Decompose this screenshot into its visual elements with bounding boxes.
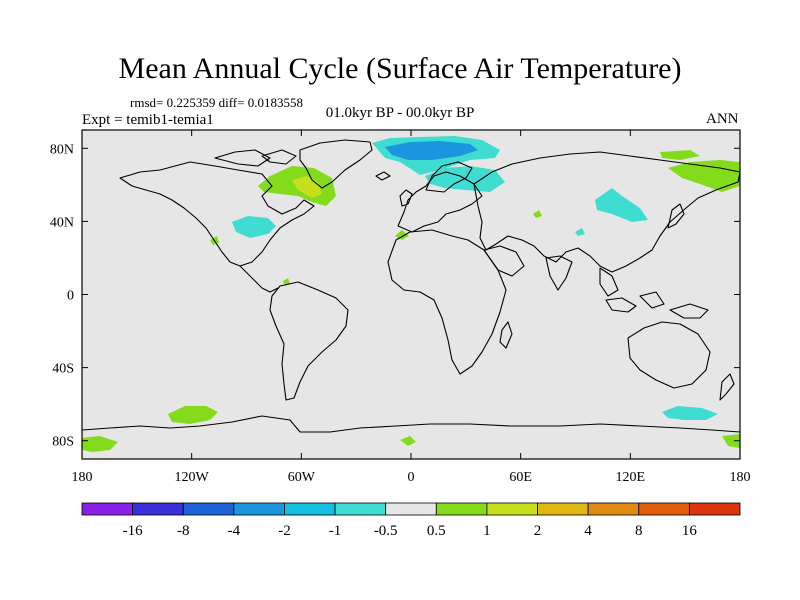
coast-greenland — [299, 139, 373, 189]
chart-title: Mean Annual Cycle (Surface Air Temperatu… — [118, 52, 682, 85]
anomaly-fills — [82, 136, 740, 452]
coast-antarctica — [81, 415, 741, 433]
y-tick-label: 0 — [67, 289, 74, 304]
coast-south-america — [269, 281, 349, 401]
colorbar-label: -2 — [278, 523, 291, 539]
stats-text: rmsd= 0.225359 diff= 0.0183558 — [130, 95, 303, 110]
coast-canadian-archipelago — [214, 149, 297, 167]
anomaly-antarctic-small — [400, 436, 416, 446]
anomaly-north-atlantic — [232, 216, 276, 238]
coast-arabia — [483, 245, 525, 277]
anomaly-greenland-sea-core — [385, 141, 478, 160]
y-axis: 80N 40N 0 40S 80S — [50, 142, 740, 450]
colorbar-swatch — [132, 502, 184, 516]
coastlines — [81, 139, 741, 433]
colorbar: -16 -8 -4 -2 -1 -0.5 0.5 1 2 4 8 16 — [81, 502, 741, 539]
x-tick-label: 60W — [288, 470, 316, 485]
x-tick-label: 0 — [408, 470, 415, 485]
colorbar-swatch — [385, 502, 437, 516]
colorbar-label: 2 — [534, 523, 542, 539]
anomaly-arctic-canada — [660, 150, 700, 160]
colorbar-swatch — [81, 502, 134, 516]
coast-africa — [387, 229, 507, 375]
colorbar-label: 1 — [483, 523, 491, 539]
x-tick-label: 60E — [509, 470, 532, 485]
coast-new-zealand — [719, 373, 735, 401]
colorbar-swatch — [638, 502, 690, 516]
colorbar-swatch — [587, 502, 640, 516]
y-tick-label: 80N — [50, 142, 74, 157]
colorbar-label: 8 — [635, 523, 643, 539]
x-tick-label: 180 — [730, 470, 751, 485]
y-tick-label: 40S — [52, 362, 74, 377]
x-tick-label: 120W — [175, 470, 210, 485]
colorbar-swatch — [537, 502, 589, 516]
colorbar-label: -1 — [329, 523, 342, 539]
map-background — [82, 130, 740, 459]
x-axis: 180 120W 60W 0 60E 120E 180 — [72, 130, 751, 485]
period-label: 01.0kyr BP - 00.0kyr BP — [325, 105, 475, 121]
coast-iceland — [375, 171, 391, 181]
anomaly-small-2 — [533, 210, 542, 218]
colorbar-label: -4 — [228, 523, 241, 539]
anomaly-south-pacific — [168, 406, 218, 424]
colorbar-swatch — [688, 502, 741, 516]
colorbar-label: -16 — [123, 523, 143, 539]
x-tick-label: 180 — [72, 470, 93, 485]
coast-india — [545, 255, 573, 291]
anomaly-antarctic-west — [82, 436, 118, 452]
season-label: ANN — [706, 111, 739, 127]
colorbar-label: 0.5 — [427, 523, 446, 539]
coast-asia — [473, 151, 741, 273]
anomaly-small-1 — [395, 230, 409, 240]
colorbar-swatch — [233, 502, 285, 516]
anomaly-southern-ocean — [662, 406, 718, 420]
y-tick-label: 40N — [50, 215, 74, 230]
colorbar-label: 4 — [584, 523, 592, 539]
colorbar-swatch — [182, 502, 235, 516]
colorbar-label: 16 — [682, 523, 698, 539]
coast-central-america — [239, 265, 279, 293]
colorbar-label: -0.5 — [374, 523, 398, 539]
colorbar-swatch — [284, 502, 336, 516]
coast-north-america — [119, 161, 315, 267]
colorbar-label: -8 — [177, 523, 190, 539]
coast-scandinavia — [425, 161, 473, 193]
colorbar-swatch — [435, 502, 488, 516]
coast-new-guinea — [669, 303, 709, 319]
y-tick-label: 80S — [52, 435, 74, 450]
coast-australia — [627, 321, 711, 389]
anomaly-antarctic-east — [722, 434, 740, 448]
coast-uk — [399, 189, 413, 207]
coast-madagascar — [499, 321, 513, 349]
anomaly-small-3 — [575, 228, 585, 236]
x-tick-label: 120E — [616, 470, 646, 485]
coast-japan — [667, 203, 685, 229]
colorbar-swatch — [486, 502, 538, 516]
experiment-label: Expt = temib1-temia1 — [82, 112, 214, 128]
colorbar-swatch — [334, 502, 387, 516]
anomaly-central-asia — [595, 188, 648, 222]
coast-southeast-asia — [599, 267, 665, 313]
